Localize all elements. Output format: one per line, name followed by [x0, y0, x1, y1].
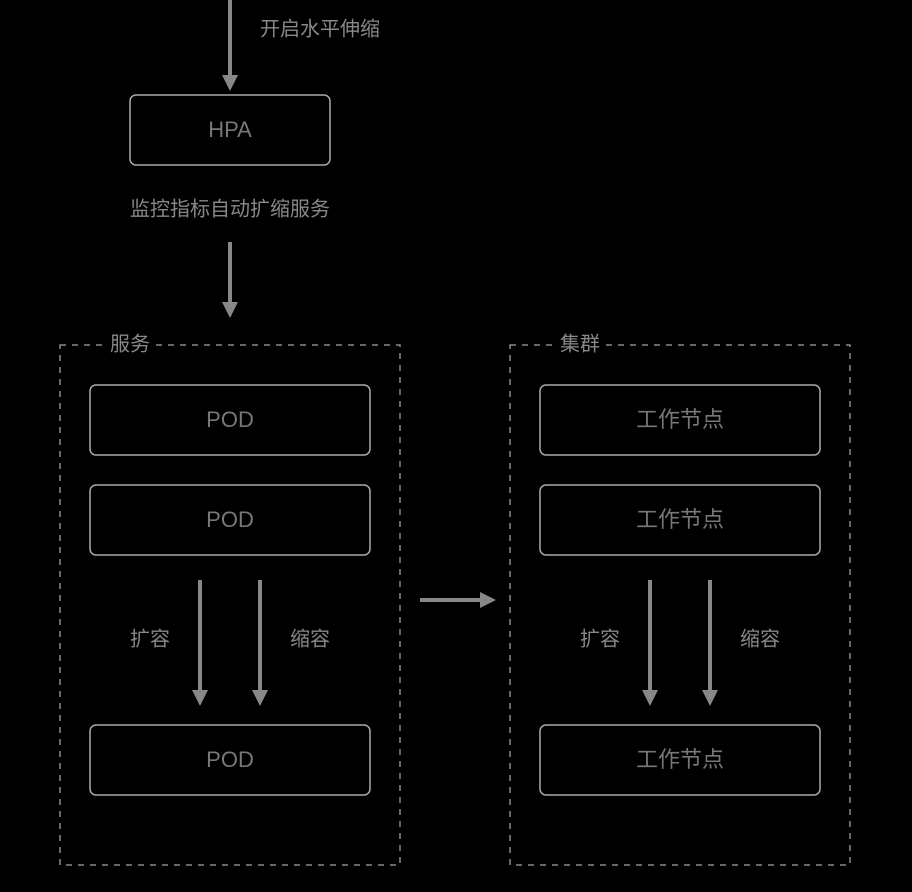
text-label: 监控指标自动扩缩服务: [130, 197, 330, 220]
node-label: 工作节点: [636, 407, 724, 432]
node-label: POD: [206, 407, 254, 432]
node-label: POD: [206, 507, 254, 532]
group-label: 服务: [110, 332, 150, 355]
node-label: 工作节点: [636, 507, 724, 532]
node-label: HPA: [208, 117, 252, 142]
node-label: 工作节点: [636, 747, 724, 772]
group-label: 集群: [560, 332, 600, 355]
text-label: 缩容: [290, 627, 330, 650]
text-label: 缩容: [740, 627, 780, 650]
text-label: 扩容: [130, 627, 170, 650]
text-label: 开启水平伸缩: [260, 17, 380, 40]
text-label: 扩容: [580, 627, 620, 650]
node-label: POD: [206, 747, 254, 772]
diagram-canvas: 开启水平伸缩 HPA 监控指标自动扩缩服务服务 POD POD POD 扩容 缩容 集群工作节点…: [0, 0, 912, 892]
